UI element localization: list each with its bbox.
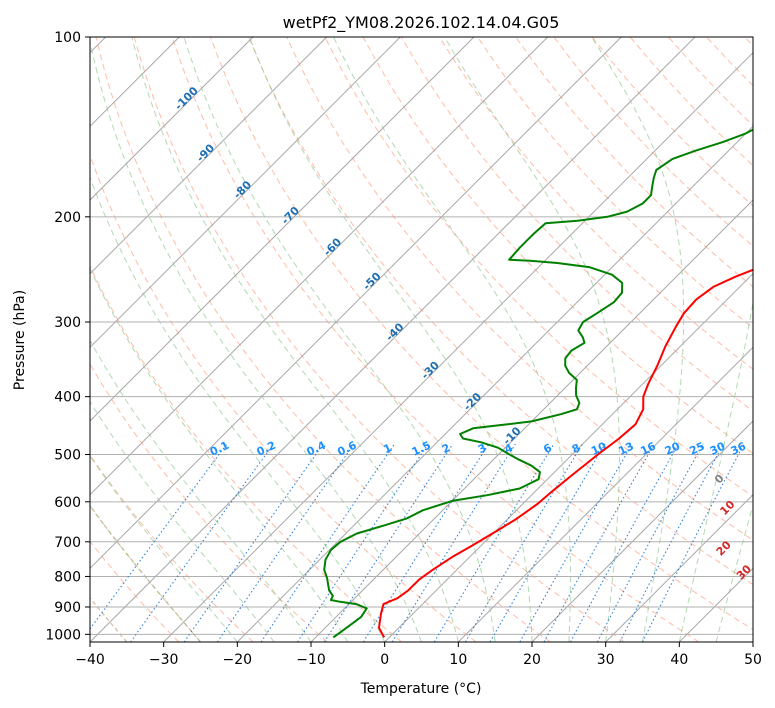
dry-adiabats [90,37,753,642]
mixing-ratio-line [216,443,355,642]
isotherm [236,125,753,642]
moist-adiabat [90,267,349,642]
moist-adiabat [131,37,459,642]
dry-adiabat [90,363,328,642]
y-axis-label: Pressure (hPa) [12,290,28,390]
moist-adiabat [90,455,238,642]
moist-adiabat [715,503,753,642]
x-tick-label: −30 [149,652,179,668]
isotherm [605,493,753,642]
moist-adiabat [678,299,753,642]
isotherm [90,37,254,201]
moist-adiabat [333,37,571,642]
dry-adiabat [210,37,753,631]
mixing-ratio-lines [90,443,745,642]
dry-adiabat [95,37,551,642]
mixing-ratio-line [323,443,454,642]
moist-adiabat [249,37,533,642]
isotherm [90,37,401,349]
x-tick-label: −40 [75,652,105,668]
y-tick-label: 400 [54,390,81,406]
isotherm [457,346,753,642]
isotherm [531,420,753,642]
x-tick-label: 50 [744,652,762,668]
dry-adiabat [133,37,625,642]
mixing-ratio-label: 13 [616,440,635,458]
moist-adiabat [183,37,496,642]
mixing-ratio-label: 36 [729,439,749,457]
mixing-ratio-line [130,443,275,642]
y-tick-label: 800 [54,569,81,585]
isotherm [90,37,696,642]
y-tick-label: 100 [54,30,81,46]
dry-adiabat [515,37,753,288]
dry-adiabat [90,453,254,642]
temperature-profile [378,268,753,638]
isotherm [310,199,753,642]
dry-adiabat [400,37,753,412]
mixing-ratio-line [260,443,396,642]
y-tick-label: 500 [54,448,81,464]
y-tick-label: 1000 [45,627,81,643]
moist-adiabat [444,37,620,642]
dewpoint-profile [323,128,753,639]
dry-adiabat [324,37,753,498]
isotherm [90,37,475,422]
y-tick-label: 200 [54,210,81,226]
mixing-ratio-label: 16 [639,439,659,457]
mixing-ratio-line [519,443,633,642]
sounding-profiles [323,128,753,639]
plot-frame [89,36,754,643]
mixing-ratio-line [183,443,324,642]
y-tick-label: 900 [54,600,81,616]
moist-adiabat [591,37,685,642]
dry-adiabat [438,37,753,370]
moist-adiabat [90,176,386,642]
moist-adiabat [90,39,422,642]
isotherm [90,37,549,496]
x-tick-label: −10 [296,652,326,668]
x-tick-label: 10 [449,652,467,668]
isotherm [384,272,753,642]
mixing-ratio-label: 25 [687,440,706,458]
x-tick-label: 30 [597,652,615,668]
isotherm [90,37,328,275]
dry-adiabat [477,37,753,329]
dry-adiabat [171,37,700,642]
moist-adiabat [90,505,201,642]
chart-title: wetPf2_YM08.2026.102.14.04.G05 [283,13,560,33]
x-tick-label: 40 [670,652,688,668]
x-tick-label: −20 [223,652,253,668]
axes: −40 −30 −20 −10 0 10 20 30 40 50 100 200 300 400 500 60… [45,30,762,668]
dry-adiabat [90,153,477,642]
x-tick-label: 0 [380,652,389,668]
mixing-ratio-line [596,443,704,642]
y-tick-label: 300 [54,315,81,331]
mixing-ratio-line [297,443,429,642]
isotherms [90,37,753,642]
isotherm [90,37,622,570]
y-tick-label: 700 [54,535,81,551]
mixing-ratio-line [489,443,606,642]
x-tick-label: 20 [523,652,541,668]
dry-adiabat [286,37,753,541]
mixing-ratio-label: 20 [663,439,683,457]
x-axis-label: Temperature (°C) [360,681,482,697]
y-tick-label: 600 [54,495,81,511]
moist-adiabat [90,400,275,642]
isotherm [163,51,753,642]
mixing-ratio-label: 10 [589,439,609,457]
isotherm-label-lower: 30 [734,562,754,582]
dry-adiabat [248,37,753,586]
mixing-ratio-line [433,443,555,642]
mixing-ratio-line [391,443,516,642]
dry-adiabat [362,37,753,455]
mixing-ratio-label: 30 [708,439,728,457]
mixing-ratio-line [362,443,490,642]
dry-adiabat [90,265,403,642]
